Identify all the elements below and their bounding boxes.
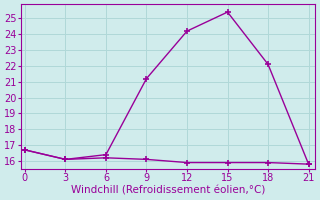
X-axis label: Windchill (Refroidissement éolien,°C): Windchill (Refroidissement éolien,°C) [71, 186, 265, 196]
